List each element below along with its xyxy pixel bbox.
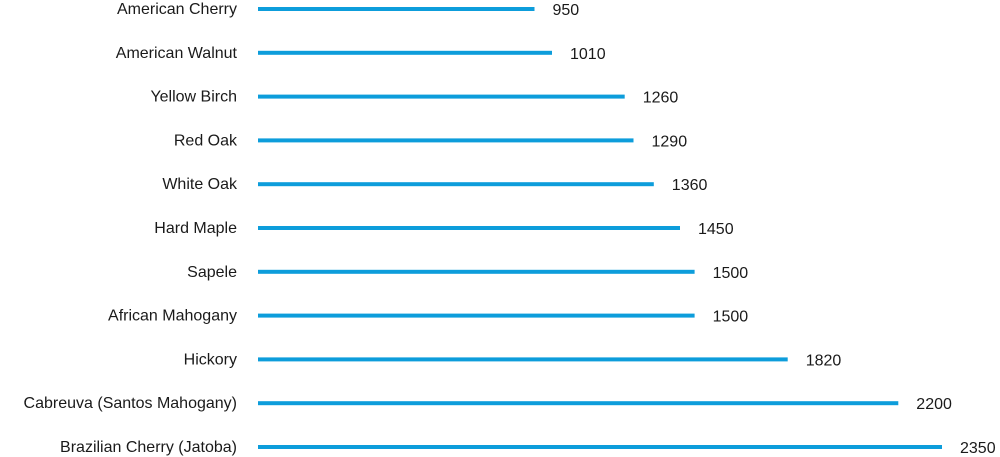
value-label: 1360 [672,177,708,194]
bar-10 [258,445,942,449]
category-label: White Oak [162,176,238,193]
bar-1 [258,50,552,55]
bar-7 [258,313,695,318]
value-label: 1450 [698,221,734,238]
value-label: 1010 [570,46,606,63]
bar-0 [258,7,535,11]
bar-6 [258,269,695,274]
value-label: 950 [553,2,580,19]
category-label: American Cherry [117,1,237,18]
category-label: African Mahogany [108,308,237,325]
value-label: 1260 [643,90,679,107]
bar-4 [258,182,654,187]
bars-layer [258,7,942,449]
bar-2 [258,94,625,99]
bar-3 [258,138,634,143]
value-label: 2200 [916,396,952,413]
value-label: 1290 [652,133,688,150]
bar-8 [258,357,788,362]
value-label: 1500 [713,309,749,326]
category-label: Cabreuva (Santos Mahogany) [24,395,237,412]
category-label: Sapele [187,264,237,281]
category-label: American Walnut [116,45,238,62]
value-label: 1820 [806,352,842,369]
labels-layer: American Cherry 950 American Walnut 1010 Yel… [24,1,996,457]
value-label: 1500 [713,265,749,282]
category-label: Hickory [184,351,237,368]
bar-5 [258,226,680,230]
category-label: Red Oak [174,132,238,149]
category-label: Yellow Birch [150,89,237,106]
category-label: Brazilian Cherry (Jatoba) [60,439,237,456]
bar-9 [258,401,899,406]
value-label: 2350 [960,440,996,457]
category-label: Hard Maple [154,220,237,237]
